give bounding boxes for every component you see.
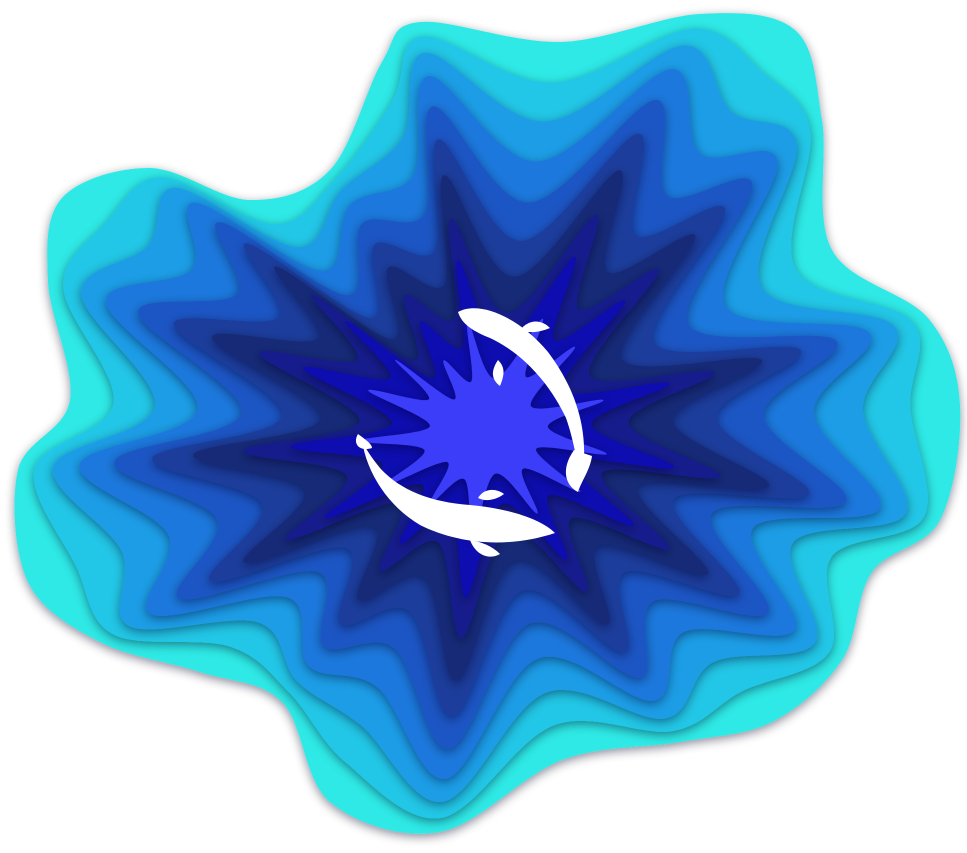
fish-lower-tail: [355, 434, 372, 450]
koi-fish: [355, 308, 592, 557]
fish-upper-tail: [565, 450, 592, 492]
fish-upper-fin-2: [492, 360, 504, 386]
fish-upper-fin: [520, 321, 550, 333]
fish-upper: [458, 308, 585, 478]
fish-lower-fin: [478, 489, 504, 501]
fish-lower-fin-2: [470, 540, 500, 557]
fish-lower: [362, 440, 555, 543]
layers: [14, 13, 961, 834]
